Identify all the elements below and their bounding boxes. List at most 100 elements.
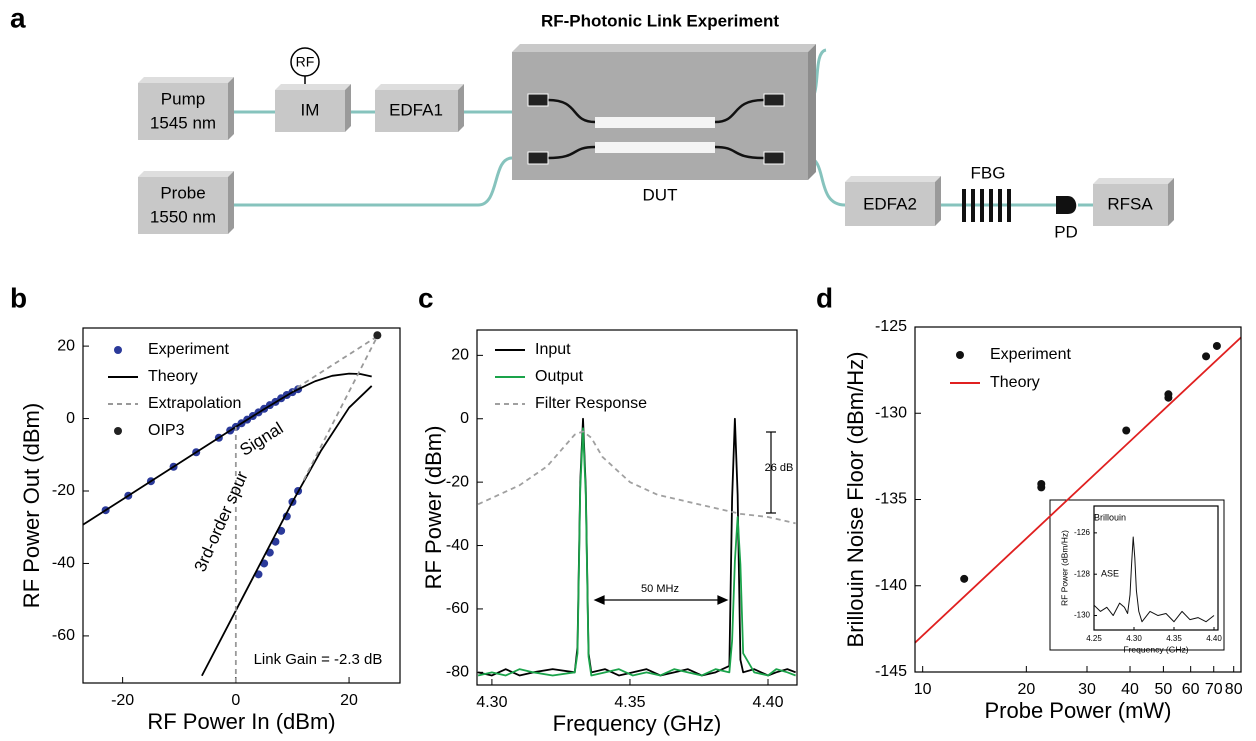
box-side	[345, 84, 351, 132]
node-label: Pump	[161, 89, 205, 108]
box-face	[845, 182, 935, 226]
legend-label: Theory	[148, 368, 198, 385]
series-line	[477, 430, 796, 525]
box-side	[1168, 178, 1174, 226]
box-edfa1: EDFA1	[375, 84, 464, 132]
y-tick-label: -140	[875, 577, 907, 594]
chart-panel: 4.30 4.35 4.40 -80 -60 -40 -20 0 20 Frequency (GH…	[421, 329, 798, 736]
x-tick-label: 4.30	[476, 694, 507, 711]
diagram-title: RF-Photonic Link Experiment	[541, 11, 779, 30]
waveguide-bend	[547, 98, 765, 160]
annotation: 26 dB	[765, 462, 794, 474]
x-tick-label: 4.40	[752, 694, 783, 711]
box-side	[808, 44, 816, 180]
box-top	[375, 84, 464, 90]
box-side	[458, 84, 464, 132]
arrow-head	[593, 595, 605, 605]
data-point	[1164, 390, 1173, 399]
annotation: Brillouin	[1094, 512, 1126, 522]
y-tick-label: 0	[66, 410, 75, 427]
grating-couplers	[527, 93, 785, 165]
x-tick-label: 60	[1182, 681, 1200, 698]
grating	[962, 189, 1011, 222]
box-rfsa: RFSA	[1093, 178, 1174, 226]
legend-marker	[114, 427, 122, 435]
chart-panel: 4.25 4.30 4.35 4.40 -130 -128 -126 Frequency (G…	[1059, 505, 1222, 654]
node-label: RFSA	[1107, 194, 1153, 213]
legend-label: Experiment	[148, 341, 229, 358]
x-tick-label: 20	[340, 692, 358, 709]
x-tick-label: 4.30	[1126, 634, 1142, 643]
y-tick-label: 0	[460, 410, 469, 427]
inset-background	[1049, 499, 1225, 651]
plot-frame	[914, 326, 1242, 673]
data-point	[960, 574, 969, 583]
panel-label: d	[816, 282, 833, 313]
legend-label: Input	[535, 341, 571, 358]
data-point	[1202, 352, 1211, 361]
chart-panel: 10 20 30 40 50 60 70 80 -145 -140 -135 -130 -125 Prob…	[843, 318, 1243, 723]
box-top	[512, 44, 816, 52]
box-top	[138, 77, 234, 83]
rf-circle	[290, 47, 320, 77]
annotation: 50 MHz	[641, 583, 679, 595]
box-side	[935, 176, 941, 226]
data-point	[1212, 341, 1221, 350]
y-tick-label: -60	[446, 600, 469, 617]
x-axis-label: Probe Power (mW)	[984, 698, 1171, 723]
x-tick-label: 80	[1225, 681, 1243, 698]
y-tick-label: -128	[1074, 569, 1091, 578]
y-tick-label: -20	[446, 473, 469, 490]
y-tick-label: 20	[57, 337, 75, 354]
y-tick-label: -126	[1074, 528, 1091, 537]
plot-frame	[82, 327, 401, 684]
y-axis-label: Brillouin Noise Floor (dBm/Hz)	[843, 352, 868, 648]
box-side	[228, 77, 234, 140]
annotation: 3rd-order spur	[190, 468, 251, 574]
node-label: RF	[296, 54, 315, 70]
series-line	[1094, 536, 1215, 623]
series-line	[83, 372, 372, 526]
box-face	[375, 90, 458, 132]
node-label: Probe	[160, 183, 205, 202]
legend-marker	[114, 346, 122, 354]
arrow-head	[717, 595, 729, 605]
series-line	[477, 417, 796, 677]
x-tick-label: 50	[1155, 681, 1173, 698]
box-dut: DUT	[512, 44, 816, 204]
x-tick-label: -20	[111, 692, 134, 709]
box-face	[138, 177, 228, 234]
legend-label: Filter Response	[535, 395, 647, 412]
legend-marker	[956, 351, 964, 359]
box-side	[228, 171, 234, 234]
y-tick-label: -130	[875, 404, 907, 421]
y-tick-label: -80	[446, 664, 469, 681]
panel-label: a	[10, 2, 26, 33]
box-probe: Probe 1550 nm	[138, 171, 234, 234]
box-im: IM	[275, 84, 351, 132]
y-tick-label: -40	[52, 555, 75, 572]
y-tick-label: -60	[52, 627, 75, 644]
series-line	[915, 336, 1241, 644]
data-point	[1122, 426, 1131, 435]
y-tick-label: -145	[875, 663, 907, 680]
x-tick-label: 30	[1078, 681, 1096, 698]
legend-label: Output	[535, 368, 584, 385]
panel-label: c	[418, 282, 434, 313]
y-tick-label: -135	[875, 491, 907, 508]
x-axis-label: RF Power In (dBm)	[147, 709, 335, 734]
node-label: FBG	[971, 163, 1006, 182]
y-tick-label: -20	[52, 482, 75, 499]
node-label: EDFA2	[863, 194, 917, 213]
legend-label: Experiment	[990, 346, 1071, 363]
box-face	[138, 83, 228, 140]
y-tick-label: -125	[875, 318, 907, 335]
x-tick-label: 40	[1121, 681, 1139, 698]
x-tick-label: 20	[1017, 681, 1035, 698]
rf-source: RF	[290, 47, 320, 77]
pd-shape	[1056, 196, 1077, 214]
x-tick-label: 0	[231, 692, 240, 709]
box-face	[1093, 184, 1168, 226]
node-label: 1545 nm	[150, 113, 216, 132]
